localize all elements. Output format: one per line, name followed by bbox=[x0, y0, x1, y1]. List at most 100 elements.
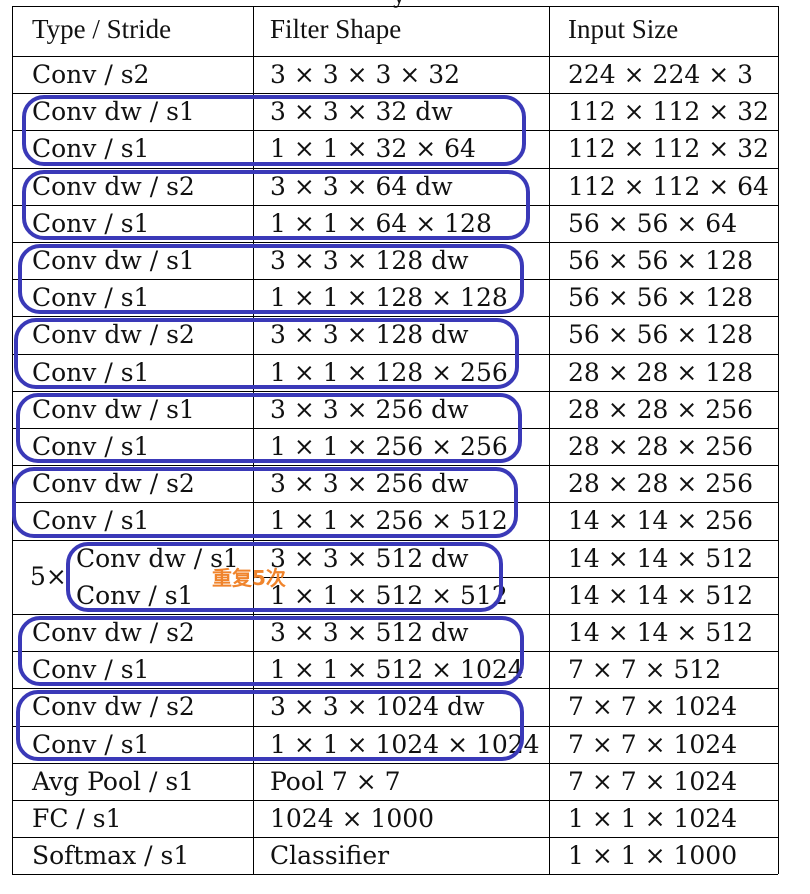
table-cell-type: Conv dw / s1 bbox=[76, 543, 239, 573]
caption-fragment: y bbox=[393, 0, 405, 8]
header-cell: Type / Stride bbox=[32, 14, 172, 44]
repeat-annotation: 重复5次 bbox=[212, 565, 286, 590]
table-cell-type: Conv dw / s1 bbox=[32, 97, 195, 127]
repeat-block-outline bbox=[66, 541, 503, 612]
table-cell-filter: 1 × 1 × 128 × 256 bbox=[270, 357, 508, 387]
table-cell-input: 224 × 224 × 3 bbox=[568, 60, 754, 89]
row-rule bbox=[12, 428, 778, 429]
table-cell-filter: 3 × 3 × 3 × 32 bbox=[270, 60, 461, 89]
table-cell-filter: 1 × 1 × 32 × 64 bbox=[270, 134, 476, 164]
table-cell-input: 14 × 14 × 512 bbox=[568, 618, 754, 647]
table-cell-type: Avg Pool / s1 bbox=[32, 766, 195, 796]
table-cell-filter: Classifier bbox=[270, 841, 390, 871]
table-cell-filter: 3 × 3 × 32 dw bbox=[270, 97, 453, 127]
repeat-prefix: 5× bbox=[30, 561, 67, 591]
table-cell-input: 28 × 28 × 256 bbox=[568, 432, 754, 461]
table-cell-type: Conv / s1 bbox=[32, 506, 150, 536]
table-cell-input: 14 × 14 × 512 bbox=[568, 580, 754, 610]
column-divider bbox=[549, 6, 550, 875]
table-cell-input: 28 × 28 × 128 bbox=[568, 357, 754, 387]
table-cell-input: 28 × 28 × 256 bbox=[568, 469, 754, 499]
row-rule bbox=[12, 390, 778, 392]
table-cell-input: 112 × 112 × 32 bbox=[568, 97, 769, 127]
table-cell-filter: 1 × 1 × 256 × 256 bbox=[270, 432, 508, 461]
table-cell-input: 1 × 1 × 1024 bbox=[568, 804, 738, 833]
table-cell-type: Conv / s1 bbox=[32, 357, 150, 387]
table-cell-type: Conv dw / s2 bbox=[32, 692, 195, 722]
row-rule bbox=[12, 614, 778, 615]
table-cell-filter: 1 × 1 × 64 × 128 bbox=[270, 208, 492, 238]
header-cell: Input Size bbox=[568, 14, 679, 44]
column-divider bbox=[253, 6, 254, 875]
table-cell-input: 56 × 56 × 128 bbox=[568, 320, 754, 350]
table-cell-type: Conv / s1 bbox=[32, 208, 150, 238]
table-cell-filter: 1 × 1 × 512 × 1024 bbox=[270, 655, 524, 685]
row-rule bbox=[12, 688, 778, 690]
table-cell-type: Conv / s1 bbox=[32, 134, 150, 164]
table-cell-filter: 1 × 1 × 128 × 128 bbox=[270, 283, 508, 313]
row-rule bbox=[12, 279, 778, 281]
table-cell-input: 7 × 7 × 1024 bbox=[568, 692, 738, 722]
table-cell-filter: 3 × 3 × 128 dw bbox=[270, 246, 469, 275]
row-rule bbox=[12, 167, 778, 169]
table-cell-filter: 3 × 3 × 64 dw bbox=[270, 171, 453, 201]
table-cell-input: 56 × 56 × 128 bbox=[568, 246, 754, 275]
table-cell-filter: 3 × 3 × 1024 dw bbox=[270, 692, 485, 722]
table-cell-type: Conv dw / s2 bbox=[32, 320, 195, 350]
table-cell-type: Softmax / s1 bbox=[32, 841, 190, 871]
table-cell-input: 7 × 7 × 1024 bbox=[568, 729, 738, 759]
row-rule bbox=[12, 353, 778, 355]
table-cell-type: Conv / s1 bbox=[32, 283, 150, 313]
row-rule bbox=[12, 837, 778, 839]
row-rule bbox=[12, 800, 778, 801]
table-cell-input: 112 × 112 × 32 bbox=[568, 134, 769, 164]
table-cell-type: Conv / s1 bbox=[32, 729, 150, 759]
column-divider bbox=[778, 6, 779, 875]
table-cell-filter: 3 × 3 × 512 dw bbox=[270, 543, 469, 573]
table-cell-type: FC / s1 bbox=[32, 804, 122, 833]
table-cell-type: Conv / s1 bbox=[32, 655, 150, 685]
table-top-border bbox=[12, 6, 778, 7]
row-rule bbox=[12, 651, 778, 653]
repeat-block-outline bbox=[16, 690, 524, 761]
table-cell-input: 56 × 56 × 128 bbox=[568, 283, 754, 313]
row-rule bbox=[12, 242, 778, 243]
row-rule bbox=[12, 130, 778, 132]
table-cell-filter: 1 × 1 × 512 × 512 bbox=[270, 580, 508, 610]
table-cell-filter: 1 × 1 × 256 × 512 bbox=[270, 506, 508, 536]
row-rule bbox=[12, 204, 778, 206]
row-rule bbox=[12, 465, 778, 467]
row-rule bbox=[12, 316, 778, 318]
repeat-block-outline bbox=[14, 318, 519, 389]
table-cell-type: Conv / s1 bbox=[76, 580, 194, 610]
table-cell-input: 112 × 112 × 64 bbox=[568, 171, 769, 201]
table-cell-type: Conv dw / s1 bbox=[32, 246, 195, 275]
repeat-block-outline bbox=[22, 169, 530, 240]
table-cell-input: 56 × 56 × 64 bbox=[568, 208, 738, 238]
table-cell-filter: Pool 7 × 7 bbox=[270, 766, 401, 796]
table-cell-input: 14 × 14 × 512 bbox=[568, 543, 754, 573]
table-cell-input: 1 × 1 × 1000 bbox=[568, 841, 738, 871]
table-cell-filter: 1024 × 1000 bbox=[270, 804, 435, 833]
header-rule bbox=[12, 56, 778, 57]
column-divider bbox=[12, 6, 13, 875]
row-rule bbox=[12, 93, 778, 95]
table-cell-filter: 1 × 1 × 1024 × 1024 bbox=[270, 729, 540, 759]
row-rule bbox=[12, 502, 778, 504]
row-rule bbox=[253, 576, 778, 578]
table-cell-type: Conv / s2 bbox=[32, 60, 150, 89]
header-cell: Filter Shape bbox=[270, 14, 402, 44]
table-cell-type: Conv dw / s2 bbox=[32, 171, 195, 201]
table-cell-type: Conv dw / s2 bbox=[32, 618, 195, 647]
table-cell-input: 28 × 28 × 256 bbox=[568, 394, 754, 424]
repeat-block-outline bbox=[12, 467, 518, 538]
row-rule bbox=[12, 874, 778, 876]
table-cell-filter: 3 × 3 × 512 dw bbox=[270, 618, 469, 647]
repeat-block-outline bbox=[16, 392, 522, 464]
table-cell-filter: 3 × 3 × 128 dw bbox=[270, 320, 469, 350]
table-cell-input: 7 × 7 × 1024 bbox=[568, 766, 738, 796]
table-cell-type: Conv dw / s2 bbox=[32, 469, 195, 499]
row-rule bbox=[12, 539, 778, 541]
repeat-block-outline bbox=[22, 95, 526, 166]
